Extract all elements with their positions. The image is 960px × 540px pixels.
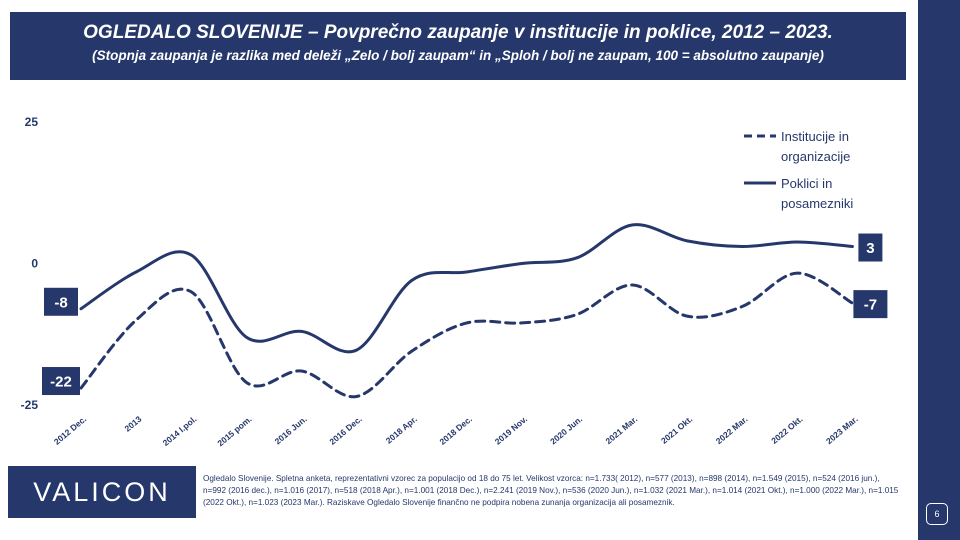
x-tick-label: 2016 Dec. <box>327 414 363 447</box>
first-value-label-box <box>44 287 78 316</box>
page-title: OGLEDALO SLOVENIJE – Povprečno zaupanje … <box>83 22 833 43</box>
x-tick-label: 2023 Mar. <box>824 414 860 446</box>
header-banner: OGLEDALO SLOVENIJE – Povprečno zaupanje … <box>10 12 906 80</box>
first-value-label: -8 <box>54 294 67 311</box>
trust-line-chart: 25 0 -25 2012 Dec. 2013 2014 I.pol. 2015 pom. 2… <box>21 115 888 448</box>
legend-entry-label: posamezniki <box>781 196 853 211</box>
x-tick-label: 2018 Dec. <box>438 414 474 447</box>
x-tick-label: 2020 Jun. <box>548 414 584 447</box>
x-tick-label: 2022 Mar. <box>714 414 750 446</box>
institutions-series-line <box>79 271 854 399</box>
page-subtitle: (Stopnja zaupanja je razlika med deleži … <box>92 48 824 63</box>
y-tick-label: -25 <box>21 398 39 412</box>
x-tick-label: 2014 I.pol. <box>161 414 199 448</box>
y-tick-label: 0 <box>31 257 38 271</box>
last-value-label-box <box>858 233 883 262</box>
x-tick-label: 2012 Dec. <box>52 414 88 447</box>
professions-series-line <box>79 223 854 354</box>
x-tick-label: 2019 Nov. <box>493 414 529 447</box>
footnote: Ogledalo Slovenije. Spletna anketa, repr… <box>203 474 899 507</box>
last-value-label: -7 <box>864 297 877 314</box>
valicon-logo: VALICON <box>8 466 196 518</box>
legend-entry-label: Poklici in <box>781 176 832 191</box>
last-value-label: 3 <box>866 240 874 257</box>
y-tick-label: 25 <box>25 115 39 129</box>
last-value-label-box <box>853 290 888 319</box>
legend-entry-label: Institucije in <box>781 129 849 144</box>
x-tick-label: 2018 Apr. <box>384 414 419 446</box>
x-tick-label: 2015 pom. <box>215 414 253 448</box>
first-value-label: -22 <box>50 374 72 391</box>
x-tick-label: 2013 <box>122 414 143 434</box>
page-number: 6 <box>926 503 948 525</box>
legend-entry-label: organizacije <box>781 149 850 164</box>
side-bar <box>918 0 960 540</box>
x-tick-label: 2016 Jun. <box>273 414 309 447</box>
first-value-label-box <box>42 367 80 396</box>
x-tick-label: 2022 Okt. <box>769 414 804 446</box>
x-tick-label: 2021 Okt. <box>659 414 694 446</box>
x-tick-label: 2021 Mar. <box>604 414 640 446</box>
